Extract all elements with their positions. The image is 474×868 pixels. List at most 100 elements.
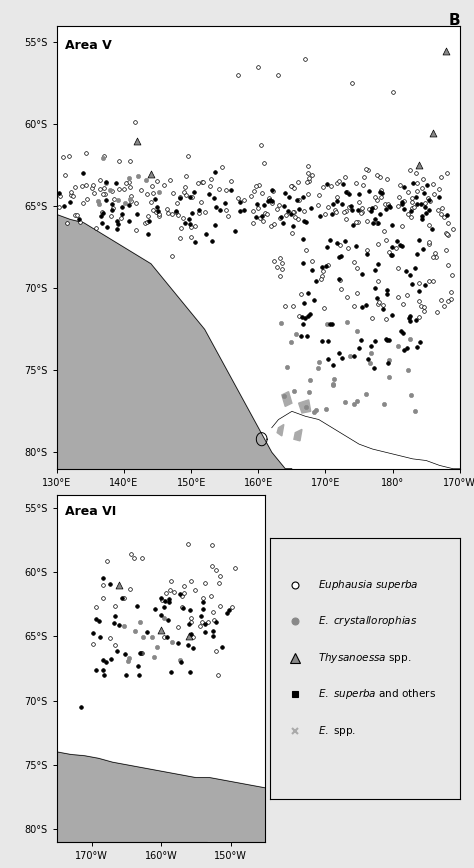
Point (66, 195, 74, 209)
Point (136, 615, 144, 628)
Point (396, 238, 403, 252)
Point (298, 329, 305, 343)
Point (67, 187, 74, 201)
Point (117, 212, 125, 226)
Point (273, 202, 281, 216)
Point (329, 197, 337, 211)
Polygon shape (299, 400, 311, 413)
Point (387, 248, 395, 262)
Point (376, 295, 383, 309)
Point (72, 208, 79, 222)
Point (369, 216, 376, 230)
Point (112, 176, 120, 190)
Point (394, 290, 401, 304)
Point (444, 216, 451, 230)
Point (185, 617, 193, 631)
Point (210, 192, 218, 206)
Point (111, 638, 118, 652)
Point (302, 215, 310, 229)
Point (322, 259, 330, 273)
Point (445, 258, 452, 272)
Point (426, 193, 433, 207)
Point (401, 343, 408, 357)
Point (125, 175, 133, 189)
Point (438, 207, 445, 221)
Point (267, 220, 274, 233)
Point (268, 196, 276, 210)
Point (212, 562, 220, 576)
Point (55, 201, 63, 214)
Point (304, 166, 312, 180)
Point (336, 238, 344, 252)
Point (314, 361, 322, 375)
Point (263, 207, 271, 221)
Point (304, 159, 311, 173)
Point (290, 299, 297, 313)
Point (199, 602, 207, 616)
Point (250, 184, 258, 198)
Point (425, 219, 433, 233)
Point (419, 181, 426, 195)
Point (317, 209, 324, 223)
Point (141, 215, 149, 229)
Point (355, 187, 363, 201)
Point (133, 207, 141, 220)
Point (176, 588, 184, 602)
Point (343, 291, 351, 305)
Point (312, 274, 320, 288)
Point (443, 207, 451, 221)
Point (155, 207, 163, 221)
Point (174, 620, 182, 634)
Point (169, 186, 176, 200)
Point (219, 160, 226, 174)
Text: Area VI: Area VI (65, 505, 117, 518)
Point (388, 308, 395, 322)
Point (341, 206, 348, 220)
Point (231, 562, 239, 575)
Point (167, 665, 174, 679)
Point (408, 278, 415, 292)
Point (353, 261, 361, 275)
Point (135, 667, 143, 681)
Point (168, 207, 176, 221)
Point (310, 293, 318, 307)
Point (406, 314, 413, 328)
Point (304, 309, 312, 323)
Point (295, 202, 303, 216)
Point (100, 207, 107, 220)
Point (264, 194, 272, 207)
Point (407, 388, 415, 402)
Point (436, 182, 443, 196)
Text: $\it{E.}$ spp.: $\it{E.}$ spp. (318, 724, 356, 738)
Point (278, 316, 285, 330)
Point (102, 655, 110, 669)
Point (282, 299, 289, 312)
Point (181, 579, 188, 593)
Point (324, 258, 332, 272)
Point (150, 649, 158, 663)
Point (154, 204, 162, 218)
Point (406, 268, 414, 282)
Point (104, 220, 111, 233)
Point (370, 361, 378, 375)
Point (181, 216, 188, 230)
Point (71, 180, 79, 194)
Point (377, 183, 384, 197)
Point (374, 298, 382, 312)
Point (294, 213, 301, 227)
Point (443, 226, 450, 240)
Point (184, 638, 191, 652)
Point (388, 248, 396, 262)
Point (393, 234, 401, 248)
Point (69, 189, 77, 203)
Point (165, 592, 173, 606)
Point (366, 357, 374, 371)
Point (227, 183, 235, 197)
Point (276, 269, 284, 283)
Point (396, 178, 404, 192)
Point (413, 167, 420, 181)
Point (373, 216, 381, 230)
Point (125, 171, 132, 185)
Point (109, 185, 116, 199)
Point (196, 620, 204, 634)
